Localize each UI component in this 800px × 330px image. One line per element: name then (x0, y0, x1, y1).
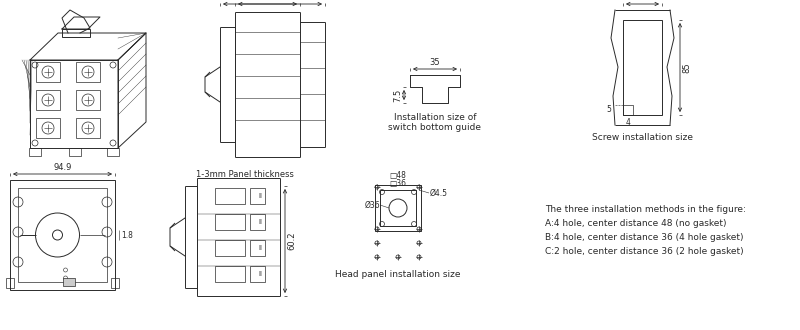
Text: Installation size of
switch bottom guide: Installation size of switch bottom guide (389, 113, 482, 132)
Bar (215, 266, 245, 282)
Bar (215, 240, 245, 256)
Text: 40: 40 (638, 0, 648, 2)
Text: 49: 49 (274, 0, 286, 2)
Bar (250, 188, 265, 204)
Text: 85: 85 (682, 62, 691, 73)
Bar (62, 29, 90, 37)
Text: 94.9: 94.9 (54, 163, 72, 172)
Bar (623, 105, 633, 115)
Text: Ø4.5: Ø4.5 (430, 188, 448, 197)
Bar (111, 278, 119, 288)
Bar (623, 20, 662, 115)
Bar (69, 148, 81, 156)
Bar (36, 118, 60, 138)
Bar (107, 148, 119, 156)
Bar (250, 240, 265, 256)
Text: II: II (258, 271, 262, 277)
Bar (62, 278, 74, 286)
Text: 1.8: 1.8 (121, 230, 133, 240)
Bar (380, 190, 416, 226)
Text: 60.2: 60.2 (287, 232, 296, 250)
Bar (76, 62, 100, 82)
Text: Ø36: Ø36 (364, 201, 380, 210)
Bar (6, 278, 14, 288)
Bar (250, 214, 265, 230)
Text: Screw installation size: Screw installation size (592, 133, 693, 142)
Text: II: II (258, 245, 262, 251)
Bar (215, 214, 245, 230)
Text: 1-3mm Panel thickness: 1-3mm Panel thickness (196, 170, 294, 179)
Text: □48: □48 (390, 171, 406, 180)
Text: 41: 41 (254, 0, 266, 2)
Text: II: II (258, 219, 262, 225)
Bar (76, 90, 100, 110)
Text: □36: □36 (390, 179, 406, 188)
Text: 7.5: 7.5 (393, 88, 402, 102)
Bar (10, 180, 115, 290)
Text: 35: 35 (430, 58, 440, 67)
Bar (250, 266, 265, 282)
Text: Head panel installation size: Head panel installation size (335, 270, 461, 279)
Bar (215, 188, 245, 204)
Text: 5: 5 (606, 106, 611, 115)
Bar (375, 185, 421, 231)
Bar (29, 148, 41, 156)
Text: II: II (258, 193, 262, 199)
Bar (36, 62, 60, 82)
Text: 4: 4 (626, 118, 630, 127)
Bar (76, 118, 100, 138)
Bar (36, 90, 60, 110)
Text: The three installation methods in the figure:
A:4 hole, center distance 48 (no g: The three installation methods in the fi… (545, 205, 746, 256)
Bar (18, 188, 107, 282)
